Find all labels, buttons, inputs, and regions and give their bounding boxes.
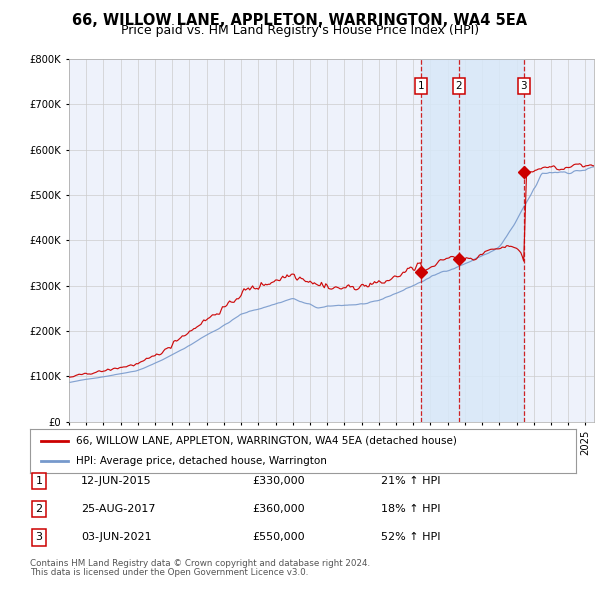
- Text: 66, WILLOW LANE, APPLETON, WARRINGTON, WA4 5EA (detached house): 66, WILLOW LANE, APPLETON, WARRINGTON, W…: [76, 436, 457, 446]
- Text: Price paid vs. HM Land Registry's House Price Index (HPI): Price paid vs. HM Land Registry's House …: [121, 24, 479, 37]
- Text: 2: 2: [35, 504, 43, 514]
- Text: 2: 2: [455, 81, 462, 91]
- Text: 66, WILLOW LANE, APPLETON, WARRINGTON, WA4 5EA: 66, WILLOW LANE, APPLETON, WARRINGTON, W…: [73, 13, 527, 28]
- Text: 3: 3: [520, 81, 527, 91]
- Text: £360,000: £360,000: [252, 504, 305, 514]
- Text: 52% ↑ HPI: 52% ↑ HPI: [381, 533, 440, 542]
- Text: 1: 1: [418, 81, 424, 91]
- Text: 12-JUN-2015: 12-JUN-2015: [81, 476, 152, 486]
- Text: 03-JUN-2021: 03-JUN-2021: [81, 533, 152, 542]
- Text: £550,000: £550,000: [252, 533, 305, 542]
- Text: 3: 3: [35, 533, 43, 542]
- Bar: [421, 59, 524, 422]
- Text: 25-AUG-2017: 25-AUG-2017: [81, 504, 155, 514]
- Text: £330,000: £330,000: [252, 476, 305, 486]
- Text: 1: 1: [35, 476, 43, 486]
- Text: This data is licensed under the Open Government Licence v3.0.: This data is licensed under the Open Gov…: [30, 568, 308, 577]
- Text: 21% ↑ HPI: 21% ↑ HPI: [381, 476, 440, 486]
- Text: HPI: Average price, detached house, Warrington: HPI: Average price, detached house, Warr…: [76, 456, 327, 466]
- Text: Contains HM Land Registry data © Crown copyright and database right 2024.: Contains HM Land Registry data © Crown c…: [30, 559, 370, 568]
- Text: 18% ↑ HPI: 18% ↑ HPI: [381, 504, 440, 514]
